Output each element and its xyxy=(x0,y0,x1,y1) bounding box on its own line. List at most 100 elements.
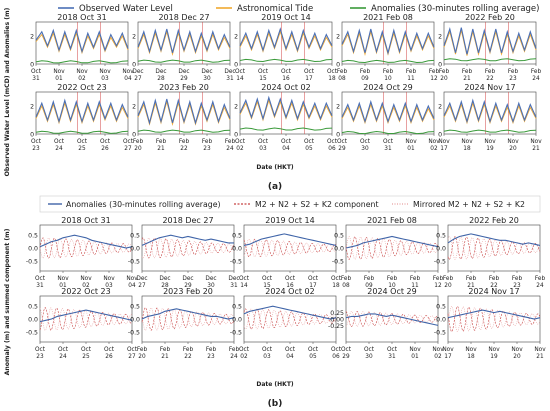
x-tick-label-day: 15 xyxy=(263,283,271,289)
y-tick-label: -0.5 xyxy=(434,258,446,265)
subplot-a-frame xyxy=(35,91,129,135)
y-tick-label: 2 xyxy=(30,104,34,111)
x-tick-label-day: 22 xyxy=(180,146,188,152)
x-tick-label-day: 31 xyxy=(388,354,396,360)
x-tick-label-month: Dec xyxy=(228,276,239,282)
x-tick-label-month: Nov xyxy=(57,276,69,282)
legend-a-anomaly-label: Anomalies (30-minutes rolling average) xyxy=(371,4,539,14)
x-tick-label-day: 21 xyxy=(157,146,165,152)
x-tick-label-month: Feb xyxy=(410,276,421,282)
y-tick-label: 2 xyxy=(336,34,340,41)
series-anomaly xyxy=(35,60,129,64)
x-tick-label-day: 11 xyxy=(411,283,419,289)
x-tick-label-day: 27 xyxy=(124,146,132,152)
series-anomaly xyxy=(443,58,537,62)
subplot-b-frame xyxy=(141,295,235,343)
subplot-b-title: 2022 Feb 20 xyxy=(469,216,519,225)
subplot-b-frame xyxy=(345,295,439,343)
subplot-b-title: 2024 Oct 02 xyxy=(265,287,314,296)
subplot-b-title: 2018 Dec 27 xyxy=(162,216,213,225)
subplot-a-frame xyxy=(35,21,129,65)
series-observed xyxy=(239,95,333,121)
legend-a-observed-label: Observed Water Level xyxy=(79,4,173,14)
series-mirrored xyxy=(345,235,439,260)
x-tick-label-day: 21 xyxy=(532,146,540,152)
x-tick-label-month: Oct xyxy=(327,69,338,75)
x-tick-label-day: 18 xyxy=(328,76,336,82)
x-tick-label-month: Oct xyxy=(35,347,46,353)
series-observed xyxy=(239,27,333,52)
y-tick-label: 0.5 xyxy=(436,304,446,311)
y-tick-label: 0 xyxy=(438,62,442,69)
x-tick-label-month: Feb xyxy=(466,276,477,282)
subplot-a-frame xyxy=(239,21,333,65)
series-anomaly xyxy=(141,234,234,246)
series-anomaly xyxy=(239,127,333,131)
y-tick-label: 0 xyxy=(132,132,136,139)
x-tick-label-month: Nov xyxy=(484,139,496,145)
x-tick-label-day: 02 xyxy=(434,354,442,360)
series-component xyxy=(447,306,541,333)
x-tick-label-day: 28 xyxy=(161,283,169,289)
y-tick-label: -0.5 xyxy=(26,258,38,265)
y-tick-label: 0.5 xyxy=(334,233,344,240)
y-tick-label: 2 xyxy=(336,104,340,111)
x-tick-label-month: Feb xyxy=(439,69,450,75)
x-tick-label-month: Oct xyxy=(360,139,371,145)
series-anomaly xyxy=(39,309,133,323)
x-tick-label-day: 19 xyxy=(486,146,494,152)
x-tick-label-month: Oct xyxy=(304,139,315,145)
y-tick-label: 0.5 xyxy=(28,304,38,311)
x-tick-label-day: 27 xyxy=(134,76,142,82)
y-tick-label: 0.0 xyxy=(28,317,38,324)
x-tick-label-day: 25 xyxy=(82,354,90,360)
x-tick-label-day: 30 xyxy=(365,354,373,360)
series-component xyxy=(243,238,337,257)
x-tick-label-day: 23 xyxy=(32,146,40,152)
x-tick-label-month: Nov xyxy=(465,347,477,353)
y-tick-label: 0.25 xyxy=(330,310,344,317)
x-tick-label-month: Nov xyxy=(507,139,519,145)
x-tick-label-day: 31 xyxy=(226,76,234,82)
y-tick-label: -0.5 xyxy=(434,329,446,336)
x-tick-label-month: Oct xyxy=(258,139,269,145)
series-anomaly xyxy=(35,130,129,134)
x-tick-label-month: Nov xyxy=(534,347,546,353)
x-tick-label-day: 23 xyxy=(203,146,211,152)
x-tick-label-day: 10 xyxy=(388,283,396,289)
x-tick-label-month: Nov xyxy=(53,69,65,75)
x-tick-label-month: Oct xyxy=(235,139,246,145)
subplot-a-title: 2022 Oct 23 xyxy=(57,83,106,92)
x-tick-label-month: Oct xyxy=(337,139,348,145)
x-tick-label-month: Dec xyxy=(136,276,147,282)
subplot-a-title: 2024 Oct 29 xyxy=(363,83,412,92)
x-tick-label-month: Nov xyxy=(442,347,454,353)
y-tick-label: 0.0 xyxy=(232,317,242,324)
x-tick-label-month: Dec xyxy=(132,69,143,75)
series-mirrored xyxy=(39,307,133,331)
series-anomaly xyxy=(243,305,337,320)
x-tick-label-month: Oct xyxy=(77,139,88,145)
x-tick-label-day: 01 xyxy=(407,146,415,152)
x-tick-label-month: Dec xyxy=(178,69,189,75)
y-tick-label: 2 xyxy=(30,34,34,41)
legend-a-tide-label: Astronomical Tide xyxy=(237,4,313,14)
x-tick-label-month: Oct xyxy=(104,347,115,353)
y-tick-label: 0 xyxy=(30,132,34,139)
x-tick-label-month: Oct xyxy=(127,347,138,353)
x-tick-label-month: Nov xyxy=(99,69,111,75)
y-tick-label: -0.5 xyxy=(26,329,38,336)
series-anomaly xyxy=(341,130,435,135)
x-tick-label-day: 24 xyxy=(55,146,63,152)
x-tick-label-month: Oct xyxy=(304,69,315,75)
y-tick-label: 0 xyxy=(336,62,340,69)
x-tick-label-month: Feb xyxy=(160,347,171,353)
x-tick-label-day: 03 xyxy=(259,146,267,152)
x-tick-label-day: 24 xyxy=(532,76,540,82)
series-observed xyxy=(35,28,129,54)
subplot-a-title: 2018 Dec 27 xyxy=(158,13,209,22)
subplot-a-frame xyxy=(443,91,537,135)
x-tick-label-month: Feb xyxy=(337,69,348,75)
panel-b-xlabel: Date (HKT) xyxy=(256,381,294,388)
y-tick-label: 0.0 xyxy=(334,246,344,253)
